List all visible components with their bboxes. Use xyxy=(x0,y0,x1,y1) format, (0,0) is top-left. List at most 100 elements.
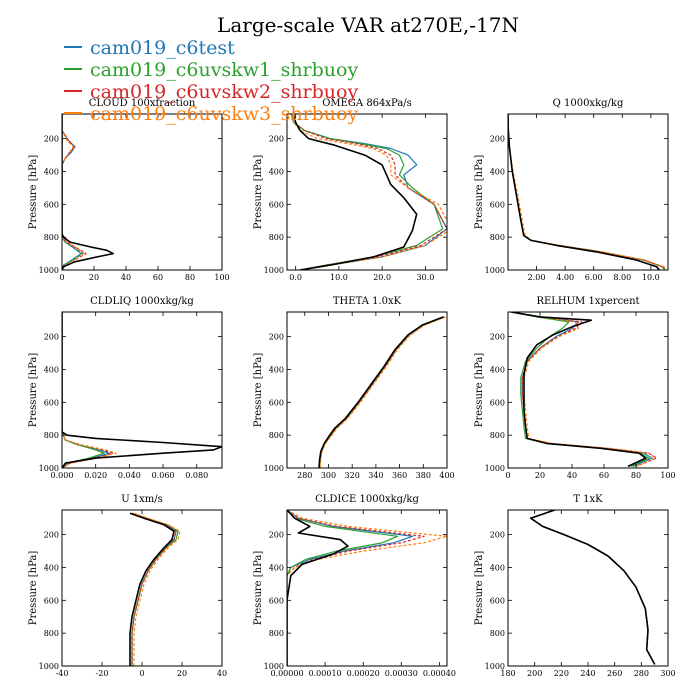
legend-item: cam019_c6uvskw1_shrbuoy xyxy=(64,59,358,81)
y-tick-label: 400 xyxy=(269,563,284,572)
series-line-3 xyxy=(131,512,177,666)
panel-9: 180 200 220 240 260 280 300 200 400 600 800 1000 T 1… xyxy=(474,494,676,678)
y-tick-label: 400 xyxy=(490,563,505,572)
plot-frame xyxy=(286,509,448,667)
series-group xyxy=(290,114,447,270)
plot-frame xyxy=(61,113,223,271)
panel-6: 0 20 40 60 80 100 200 400 600 800 1000 RELHUM 1xper… xyxy=(474,296,676,480)
x-tick-label: 400 xyxy=(439,471,454,480)
y-tick-label: 1000 xyxy=(264,662,284,671)
y-tick-label: 600 xyxy=(269,398,284,407)
panel-8: 0.00000 0.00010 0.00020 0.00030 0.00040 200 40… xyxy=(253,494,456,678)
x-tick-label: 100 xyxy=(660,471,675,480)
series-line-2 xyxy=(511,312,650,467)
y-tick-label: 800 xyxy=(490,431,505,440)
y-tick-label: 600 xyxy=(269,596,284,605)
y-tick-label: 400 xyxy=(269,167,284,176)
x-tick-label: 60 xyxy=(599,471,609,480)
x-tick-label: 320 xyxy=(345,471,360,480)
y-tick-label: 800 xyxy=(490,629,505,638)
x-tick-label: 0.020 xyxy=(84,471,107,480)
y-tick-label: 600 xyxy=(490,596,505,605)
x-tick-label: 40 xyxy=(121,273,131,282)
y-tick-label: 200 xyxy=(490,531,505,540)
panel-2: 0.0 10.0 20.0 30.0 200 400 600 800 1000 OMEGA 864… xyxy=(253,98,448,282)
plot-frame xyxy=(61,311,223,469)
x-tick-label: 40 xyxy=(567,471,577,480)
series-line-2 xyxy=(508,114,666,270)
x-tick-label: 340 xyxy=(368,471,383,480)
x-tick-label: 280 xyxy=(634,669,649,678)
panel-3: 2.00 4.00 6.00 8.00 10.0 200 400 600 800 1000 Q 10… xyxy=(474,98,669,282)
x-tick-label: 20.0 xyxy=(373,273,391,282)
y-tick-label: 600 xyxy=(44,200,59,209)
series-line-5 xyxy=(292,114,418,270)
series-line-4 xyxy=(319,316,447,468)
panel-title: T 1xK xyxy=(573,494,603,505)
y-axis-label: Pressure [hPa] xyxy=(28,155,39,230)
series-line-4 xyxy=(511,312,656,467)
y-axis-label: Pressure [hPa] xyxy=(253,353,264,428)
y-tick-label: 400 xyxy=(269,365,284,374)
y-axis-label: Pressure [hPa] xyxy=(28,551,39,626)
y-tick-label: 800 xyxy=(269,233,284,242)
plot-frame xyxy=(286,113,448,271)
y-tick-label: 1000 xyxy=(39,266,59,275)
x-tick-label: 240 xyxy=(580,669,595,678)
y-axis-label: Pressure [hPa] xyxy=(474,155,485,230)
y-tick-label: 1000 xyxy=(264,464,284,473)
panel-5: 280 300 320 340 360 380 400 200 400 600 800 1000 THE… xyxy=(253,296,455,480)
y-tick-label: 200 xyxy=(269,531,284,540)
x-tick-label: 0.00040 xyxy=(423,669,456,678)
series-line-4 xyxy=(133,512,181,666)
x-tick-label: 0.060 xyxy=(152,471,175,480)
panel-7: -40 -20 0 20 40 200 400 600 800 1000 U 1xm/s Pressu… xyxy=(28,494,227,678)
x-tick-label: 10.0 xyxy=(330,273,348,282)
series-line-5 xyxy=(508,114,661,270)
series-line-3 xyxy=(62,312,114,468)
series-group xyxy=(508,114,668,270)
x-tick-label: 30.0 xyxy=(416,273,434,282)
x-tick-label: 80 xyxy=(185,273,195,282)
panel-title: OMEGA 864xPa/s xyxy=(322,98,412,109)
series-line-5 xyxy=(62,114,114,270)
x-tick-label: 0.00000 xyxy=(270,669,303,678)
figure-title: Large-scale VAR at270E,-17N xyxy=(217,13,519,37)
y-tick-label: 600 xyxy=(490,200,505,209)
y-tick-label: 1000 xyxy=(485,266,505,275)
series-group xyxy=(129,512,181,666)
y-axis-label: Pressure [hPa] xyxy=(253,551,264,626)
y-tick-label: 1000 xyxy=(264,266,284,275)
x-tick-label: 80 xyxy=(631,471,641,480)
series-line-4 xyxy=(287,510,447,666)
y-tick-label: 400 xyxy=(490,365,505,374)
y-tick-label: 800 xyxy=(44,233,59,242)
series-line-2 xyxy=(319,316,445,468)
y-tick-label: 400 xyxy=(44,365,59,374)
series-line-5 xyxy=(318,316,444,468)
x-tick-label: 0.080 xyxy=(185,471,208,480)
series-line-3 xyxy=(319,316,445,468)
panel-title: RELHUM 1xpercent xyxy=(536,296,639,307)
legend-label-4: cam019_c6uvskw3_shrbuoy xyxy=(90,103,358,125)
x-tick-label: 220 xyxy=(554,669,569,678)
plot-frame xyxy=(61,509,223,667)
y-tick-label: 600 xyxy=(44,398,59,407)
y-tick-label: 200 xyxy=(490,333,505,342)
y-tick-label: 1000 xyxy=(485,662,505,671)
x-tick-label: 2.00 xyxy=(528,273,546,282)
y-tick-label: 800 xyxy=(44,431,59,440)
y-axis-label: Pressure [hPa] xyxy=(474,551,485,626)
series-line-4 xyxy=(290,114,447,270)
series-line-1 xyxy=(62,312,110,468)
x-tick-label: 0.000 xyxy=(51,471,74,480)
series-line-1 xyxy=(511,312,653,467)
y-tick-label: 400 xyxy=(44,167,59,176)
x-tick-label: 0 xyxy=(139,669,144,678)
x-tick-label: 200 xyxy=(527,669,542,678)
y-tick-label: 200 xyxy=(44,135,59,144)
series-line-1 xyxy=(62,114,82,270)
series-line-5 xyxy=(62,312,222,468)
